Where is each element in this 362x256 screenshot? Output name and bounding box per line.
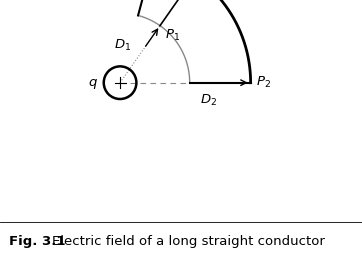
- Text: P$_1$: P$_1$: [165, 28, 181, 43]
- Text: P$_2$: P$_2$: [256, 75, 271, 90]
- Text: D$_1$: D$_1$: [114, 38, 131, 53]
- Text: Electric field of a long straight conductor: Electric field of a long straight conduc…: [52, 235, 325, 248]
- Text: q: q: [89, 76, 97, 89]
- Text: Fig. 3.1: Fig. 3.1: [9, 235, 66, 248]
- Text: D$_2$: D$_2$: [199, 92, 217, 108]
